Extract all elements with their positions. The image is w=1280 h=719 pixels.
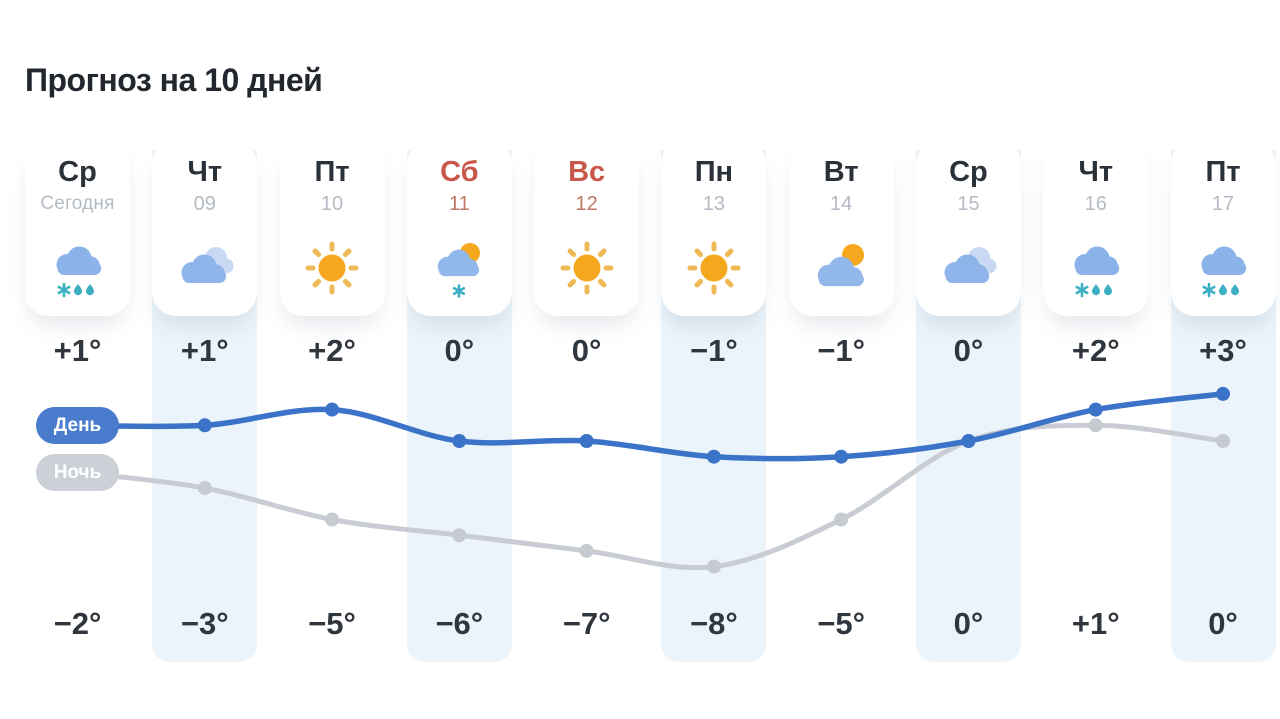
legend-night-pill[interactable]: Ночь — [36, 454, 119, 491]
day-temperature: 0° — [571, 333, 602, 368]
day-temperature: +3° — [1199, 333, 1247, 368]
day-card[interactable]: Вс 12 — [534, 140, 640, 316]
day-date: 13 — [702, 192, 726, 215]
day-date: 15 — [957, 192, 980, 215]
night-temperature: −5° — [817, 606, 866, 641]
clouds-icon — [936, 238, 1000, 302]
day-date: Сегодня — [40, 192, 115, 214]
sun-icon — [300, 238, 364, 302]
day-date: 10 — [320, 192, 344, 215]
day-temperature: −1° — [817, 333, 866, 368]
snow-rain-icon — [1191, 238, 1255, 302]
night-temperature: −2° — [53, 606, 102, 641]
day-temperature: +1° — [180, 333, 229, 368]
day-date: 12 — [575, 192, 598, 215]
day-name: Чт — [187, 156, 223, 188]
day-name: Пт — [1205, 156, 1241, 188]
day-temperature: +2° — [308, 333, 356, 368]
sun-icon — [682, 238, 746, 302]
night-temperature: −6° — [435, 606, 484, 641]
day-card[interactable]: Ср 15 — [915, 140, 1021, 316]
night-temperature: −7° — [562, 606, 611, 641]
day-card[interactable]: Чт 09 — [152, 140, 258, 316]
legend-day-pill[interactable]: День — [36, 407, 119, 444]
sun-icon — [555, 238, 619, 302]
cloud-sun-icon — [809, 238, 873, 302]
day-date: 14 — [830, 192, 853, 215]
day-name: Чт — [1078, 156, 1114, 188]
day-date: 16 — [1084, 192, 1107, 215]
night-temperature: −5° — [308, 606, 356, 641]
day-temperature: 0° — [444, 333, 475, 368]
day-name: Вт — [823, 156, 859, 188]
day-name: Пт — [314, 156, 350, 188]
day-name: Сб — [440, 156, 479, 188]
night-temperature: −8° — [690, 606, 738, 641]
night-temperature: +1° — [1071, 606, 1120, 641]
day-temperature: +2° — [1071, 333, 1120, 368]
day-card[interactable]: Пт 10 — [279, 140, 385, 316]
day-name: Вс — [568, 156, 606, 188]
night-temperature: 0° — [1208, 606, 1238, 641]
clouds-icon — [173, 238, 237, 302]
day-name: Ср — [58, 156, 97, 188]
sun-cloud-snow-icon — [427, 238, 491, 302]
night-temperature: 0° — [953, 606, 984, 641]
day-card[interactable]: Пн 13 — [661, 140, 767, 316]
day-date: 17 — [1211, 192, 1235, 215]
day-card[interactable]: Чт 16 — [1043, 140, 1149, 316]
day-card[interactable]: Ср Сегодня — [25, 140, 130, 316]
night-temperature: −3° — [180, 606, 229, 641]
day-temperature: 0° — [953, 333, 984, 368]
day-name: Ср — [949, 156, 988, 188]
day-temperature: +1° — [53, 333, 102, 368]
snow-rain-icon — [46, 238, 110, 302]
temperature-chart — [70, 386, 1230, 574]
day-card[interactable]: Пт 17 — [1170, 140, 1276, 316]
day-card[interactable]: Сб 11 — [406, 140, 512, 316]
day-name: Пн — [694, 156, 734, 188]
day-temperature: −1° — [690, 333, 738, 368]
day-date: 11 — [448, 192, 470, 215]
snow-rain-icon — [1064, 238, 1128, 302]
day-date: 09 — [193, 192, 216, 215]
page-title: Прогноз на 10 дней — [25, 62, 323, 98]
day-card[interactable]: Вт 14 — [788, 140, 894, 316]
